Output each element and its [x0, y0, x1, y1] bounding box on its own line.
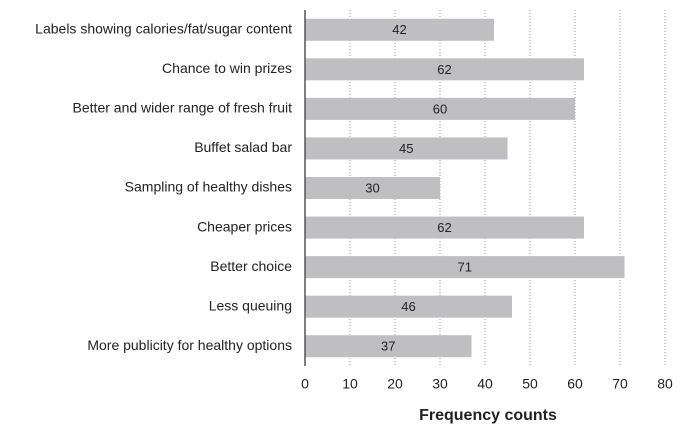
- bar: [305, 177, 440, 199]
- y-tick-label: Chance to win prizes: [162, 60, 292, 76]
- y-tick-label: Better and wider range of fresh fruit: [73, 100, 293, 116]
- x-tick-label: 10: [342, 376, 358, 392]
- bar: [305, 295, 512, 318]
- x-tick-label: 50: [522, 376, 538, 392]
- y-tick-label: Less queuing: [209, 297, 292, 313]
- value-label: 30: [365, 180, 379, 195]
- bar: [305, 18, 494, 41]
- x-tick-label: 30: [432, 376, 448, 392]
- value-label: 42: [392, 22, 406, 37]
- y-tick-label: Sampling of healthy dishes: [125, 179, 292, 195]
- y-tick-label: Buffet salad bar: [194, 139, 292, 155]
- value-label: 62: [437, 62, 451, 77]
- value-label: 62: [437, 220, 451, 235]
- x-tick-label: 40: [477, 376, 493, 392]
- x-tick-label: 70: [612, 376, 628, 392]
- bar: [305, 58, 584, 81]
- bar: [305, 137, 508, 160]
- bar: [305, 256, 625, 279]
- value-label: 37: [381, 339, 395, 354]
- y-tick-label: Cheaper prices: [197, 218, 292, 234]
- value-label: 60: [433, 101, 447, 116]
- bar: [305, 335, 472, 358]
- y-tick-label: More publicity for healthy options: [87, 337, 292, 353]
- x-tick-label: 0: [301, 376, 309, 392]
- bar: [305, 97, 575, 120]
- x-tick-label: 80: [657, 376, 673, 392]
- value-label: 46: [401, 299, 415, 314]
- y-tick-label: Labels showing calories/fat/sugar conten…: [35, 20, 292, 36]
- value-label: 45: [399, 141, 413, 156]
- x-tick-label: 20: [387, 376, 403, 392]
- bar: [305, 216, 584, 239]
- x-tick-label: 60: [567, 376, 583, 392]
- value-label: 71: [458, 260, 472, 275]
- y-tick-label: Better choice: [210, 258, 292, 274]
- x-axis-label: Frequency counts: [419, 407, 557, 424]
